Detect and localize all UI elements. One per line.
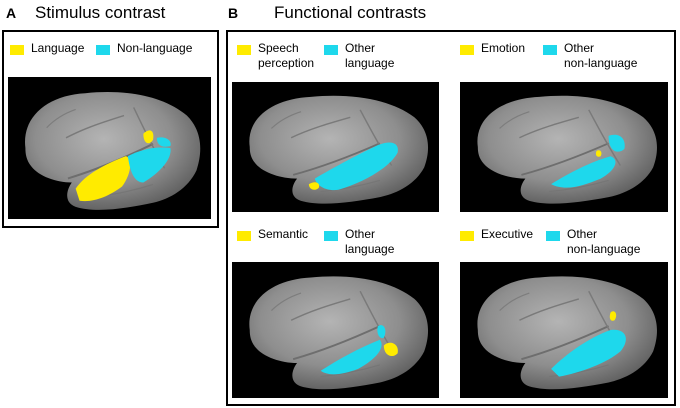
subpanel-2-legend-label-emotion: Emotion xyxy=(481,41,526,55)
subpanel-3-legend-label-semantic: Semantic xyxy=(258,227,309,241)
panel-a-letter: A xyxy=(6,5,17,21)
panel-b-letter: B xyxy=(228,5,239,21)
panel-a-legend-swatch-language xyxy=(10,45,24,55)
subpanel-3-brain-image xyxy=(232,262,439,398)
non-language-activation-upper xyxy=(156,137,171,147)
subpanel-3-legend-swatch-semantic xyxy=(237,231,251,241)
panel-a-legend-swatch-non-language xyxy=(96,45,110,55)
subpanel-3-legend-label-other: Other language xyxy=(345,227,395,256)
panel-b-frame xyxy=(226,30,676,406)
subpanel-3-legend-swatch-other xyxy=(324,231,338,241)
subpanel-4-brain-image xyxy=(460,262,668,398)
subpanel-4-legend-swatch-executive xyxy=(460,231,474,241)
subpanel-1-legend-swatch-speech xyxy=(237,45,251,55)
subpanel-2-brain-image xyxy=(460,82,668,212)
panel-b-title: Functional contrasts xyxy=(274,3,427,22)
panel-a-frame xyxy=(2,30,219,228)
subpanel-4-legend-label-executive: Executive xyxy=(481,227,534,241)
subpanel-2-legend-swatch-other xyxy=(543,45,557,55)
subpanel-4-legend-label-other: Other non-language xyxy=(567,227,641,256)
subpanel-2-legend-swatch-emotion xyxy=(460,45,474,55)
subpanel-1-legend-label-other: Other language xyxy=(345,41,395,70)
subpanel-4-legend-swatch-other xyxy=(546,231,560,241)
subpanel-2-legend-label-other: Other non-language xyxy=(564,41,638,70)
panel-a-title: Stimulus contrast xyxy=(35,3,166,22)
subpanel-1-legend-swatch-other xyxy=(324,45,338,55)
language-activation-upper xyxy=(143,130,154,144)
panel-a-brain-image xyxy=(8,77,211,219)
panel-a-legend-label-non-language: Non-language xyxy=(117,41,193,55)
panel-a-legend-label-language: Language xyxy=(31,41,85,55)
non-language-activation xyxy=(127,147,171,183)
language-activation xyxy=(75,156,131,202)
subpanel-1-brain-image xyxy=(232,82,439,212)
subpanel-1-legend-label-speech: Speech perception xyxy=(258,41,315,70)
